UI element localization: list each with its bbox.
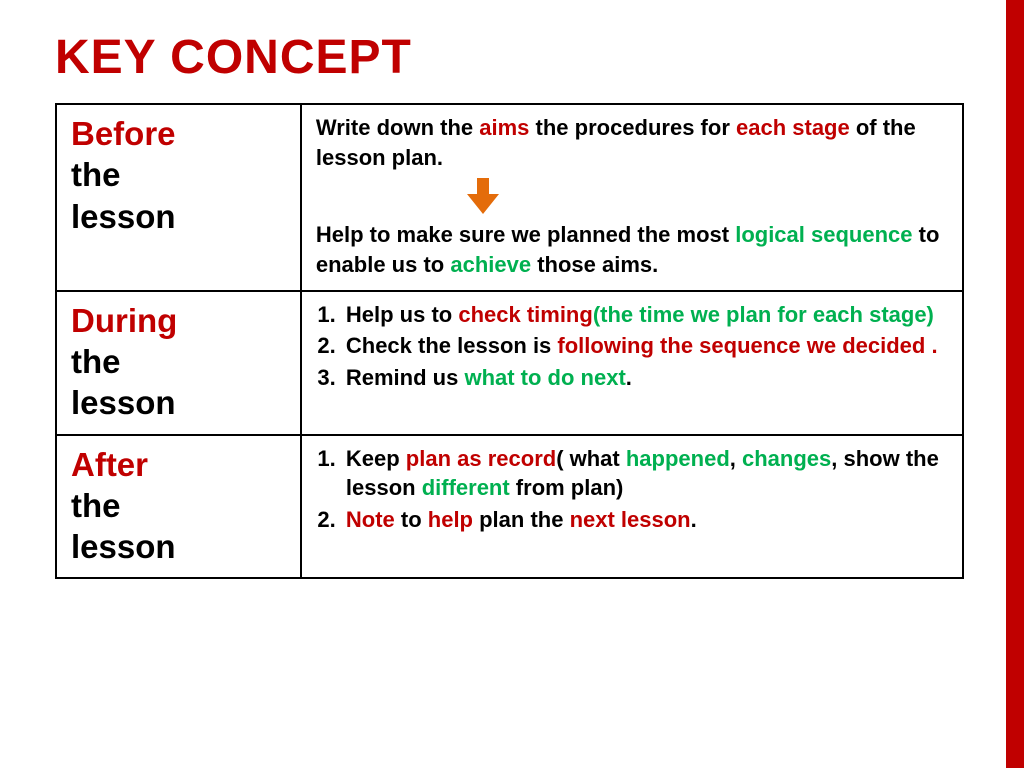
table-row: During thelesson Help us to check timing(t… — [56, 291, 963, 435]
list-item: Keep plan as record( what happened, chan… — [342, 444, 948, 503]
label-key: Before — [71, 115, 176, 152]
text-block: Help to make sure we planned the most lo… — [316, 220, 948, 279]
list-item: Help us to check timing(the time we plan… — [342, 300, 948, 330]
row-label: After thelesson — [56, 435, 301, 579]
list-item: Check the lesson is following the sequen… — [342, 331, 948, 361]
text-block: Write down the aims the procedures for e… — [316, 113, 948, 172]
table-row: Before thelesson Write down the aims the p… — [56, 104, 963, 291]
slide-content: KEY CONCEPT Before thelesson Write down th… — [0, 0, 1024, 609]
table-row: After thelesson Keep plan as record( what … — [56, 435, 963, 579]
down-arrow-icon — [466, 178, 500, 214]
label-rest: thelesson — [71, 487, 176, 565]
label-key: During — [71, 302, 177, 339]
row-content: Write down the aims the procedures for e… — [301, 104, 963, 291]
list-item: Note to help plan the next lesson. — [342, 505, 948, 535]
row-content: Keep plan as record( what happened, chan… — [301, 435, 963, 579]
row-label: Before thelesson — [56, 104, 301, 291]
row-content: Help us to check timing(the time we plan… — [301, 291, 963, 435]
concept-table: Before thelesson Write down the aims the p… — [55, 103, 964, 579]
numbered-list: Help us to check timing(the time we plan… — [316, 300, 948, 393]
page-title: KEY CONCEPT — [55, 30, 964, 85]
row-label: During thelesson — [56, 291, 301, 435]
list-item: Remind us what to do next. — [342, 363, 948, 393]
label-rest: thelesson — [71, 343, 176, 421]
numbered-list: Keep plan as record( what happened, chan… — [316, 444, 948, 535]
label-key: After — [71, 446, 148, 483]
label-rest: thelesson — [71, 156, 176, 234]
accent-bar — [1006, 0, 1024, 768]
